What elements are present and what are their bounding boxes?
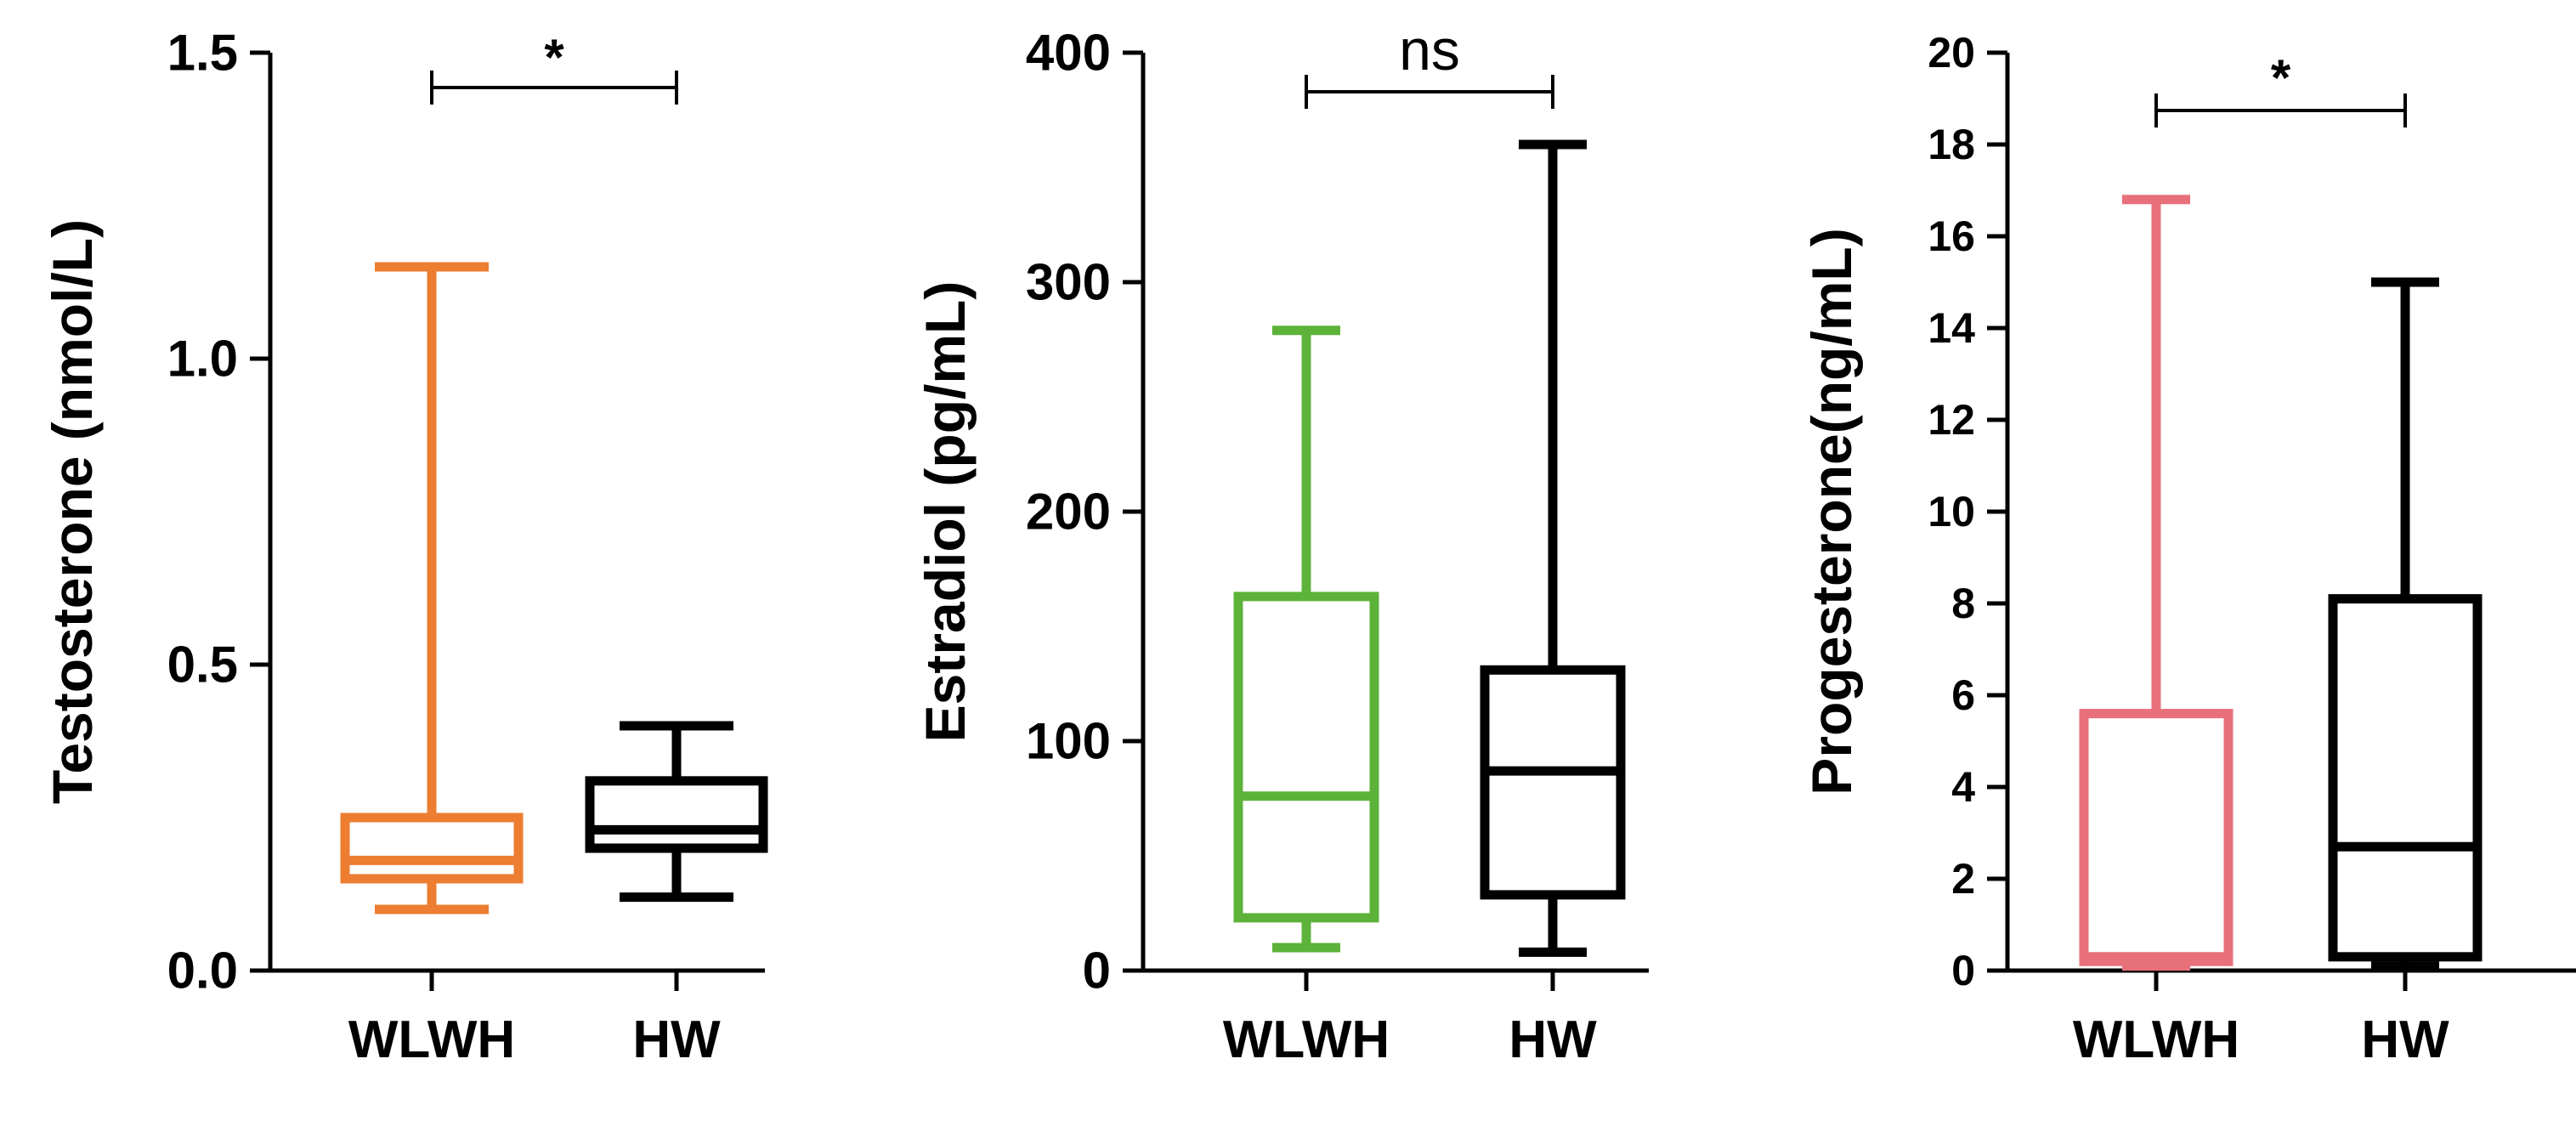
- box-wlwh: [1233, 326, 1379, 953]
- iqr-box: [340, 812, 524, 884]
- y-tick-label: 10: [1928, 488, 1975, 535]
- y-tick-label: 8: [1951, 580, 1975, 627]
- y-tick-label: 4: [1951, 763, 1975, 811]
- y-tick-label: 0: [1083, 943, 1111, 999]
- y-tick-label: 0.0: [167, 943, 238, 999]
- y-tick-label: 300: [1026, 254, 1111, 311]
- iqr-box: [585, 776, 768, 853]
- x-tick-label: HW: [2361, 1011, 2449, 1069]
- y-tick-label: 1.5: [167, 25, 238, 82]
- box-hw: [2328, 277, 2483, 971]
- y-tick-label: 0.5: [167, 637, 238, 694]
- y-axis-title: Progesterone(ng/mL): [1800, 228, 1863, 795]
- significance-bracket: *: [2154, 49, 2407, 127]
- x-tick-label: WLWH: [1223, 1011, 1390, 1069]
- iqr-box: [2079, 709, 2233, 966]
- significance-label: ns: [1399, 18, 1460, 82]
- box-hw: [585, 721, 768, 903]
- iqr-box: [1233, 592, 1379, 923]
- significance-label: *: [2271, 49, 2291, 106]
- y-tick-label: 12: [1928, 396, 1975, 444]
- x-tick-label: HW: [1509, 1011, 1597, 1069]
- y-tick-label: 6: [1951, 671, 1975, 719]
- y-axis-title: Testosterone (nmol/L): [41, 219, 104, 804]
- iqr-box: [2328, 594, 2483, 962]
- box-wlwh: [2079, 195, 2233, 971]
- progesterone-panel: 0 2 4 6 8 10 12 14 16 18 20 Progesterone(ng/mL) WLWH…: [1800, 29, 2576, 1069]
- significance-label: *: [544, 29, 564, 86]
- box-wlwh: [340, 262, 524, 914]
- y-axis-title: Estradiol (pg/mL): [914, 281, 977, 743]
- box-hw: [1480, 139, 1626, 957]
- iqr-box: [1480, 665, 1626, 900]
- x-tick-label: WLWH: [2073, 1011, 2239, 1069]
- testosterone-panel: 0.0 0.5 1.0 1.5 Testosterone (nmol/L) WLWH HW *: [41, 25, 768, 1069]
- y-tick-label: 0: [1951, 947, 1975, 994]
- y-tick-label: 200: [1026, 484, 1111, 541]
- y-tick-label: 20: [1928, 29, 1975, 76]
- x-tick-label: HW: [632, 1011, 721, 1069]
- significance-bracket: ns: [1305, 18, 1554, 109]
- y-tick-label: 1.0: [167, 331, 238, 388]
- y-tick-label: 400: [1026, 25, 1111, 82]
- x-tick-label: WLWH: [348, 1011, 515, 1069]
- estradiol-panel: 0 100 200 300 400 Estradiol (pg/mL) WLWH HW ns: [914, 18, 1649, 1069]
- significance-bracket: *: [430, 29, 678, 105]
- y-tick-label: 16: [1928, 212, 1975, 260]
- y-tick-label: 100: [1026, 713, 1111, 770]
- y-tick-label: 18: [1928, 121, 1975, 168]
- y-tick-label: 2: [1951, 855, 1975, 903]
- y-tick-label: 14: [1928, 304, 1975, 352]
